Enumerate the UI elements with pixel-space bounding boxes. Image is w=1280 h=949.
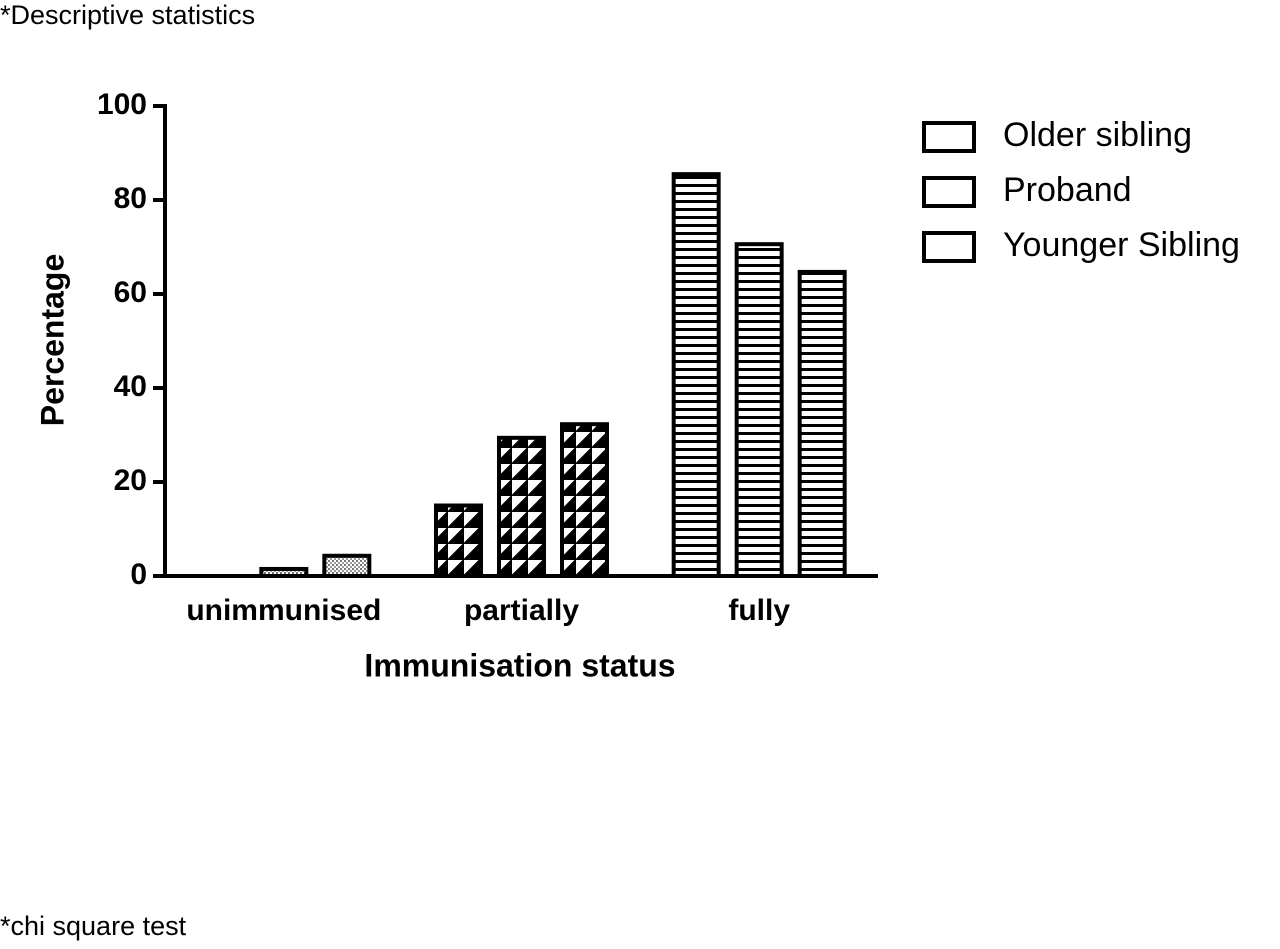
x-tick-label: partially	[464, 594, 579, 627]
x-axis-title: Immunisation status	[364, 647, 675, 683]
legend-label: Younger Sibling	[1003, 226, 1240, 264]
bar	[671, 172, 721, 578]
y-tick-label: 60	[114, 276, 147, 309]
bar	[497, 435, 546, 578]
y-tick-label: 20	[114, 464, 147, 497]
footer-note: *chi square test	[0, 911, 187, 941]
y-tick-label: 80	[114, 182, 147, 215]
bar	[734, 242, 784, 578]
y-tick-label: 100	[97, 88, 147, 121]
legend-label: Older sibling	[1003, 116, 1192, 154]
legend-swatch	[922, 231, 976, 263]
y-tick-label: 40	[114, 370, 147, 403]
legend-swatch	[922, 176, 976, 208]
header-note: *Descriptive statistics	[0, 0, 255, 30]
y-tick-label: 0	[130, 558, 147, 591]
x-tick-label: fully	[728, 594, 790, 627]
legend-swatch	[922, 121, 976, 153]
bar	[322, 553, 372, 578]
x-tick-label: unimmunised	[186, 594, 381, 627]
bar	[560, 422, 609, 578]
bar	[797, 269, 847, 578]
bar	[259, 566, 309, 579]
bar	[434, 503, 483, 578]
y-axis-title: Percentage	[34, 254, 70, 427]
legend-label: Proband	[1003, 171, 1132, 209]
